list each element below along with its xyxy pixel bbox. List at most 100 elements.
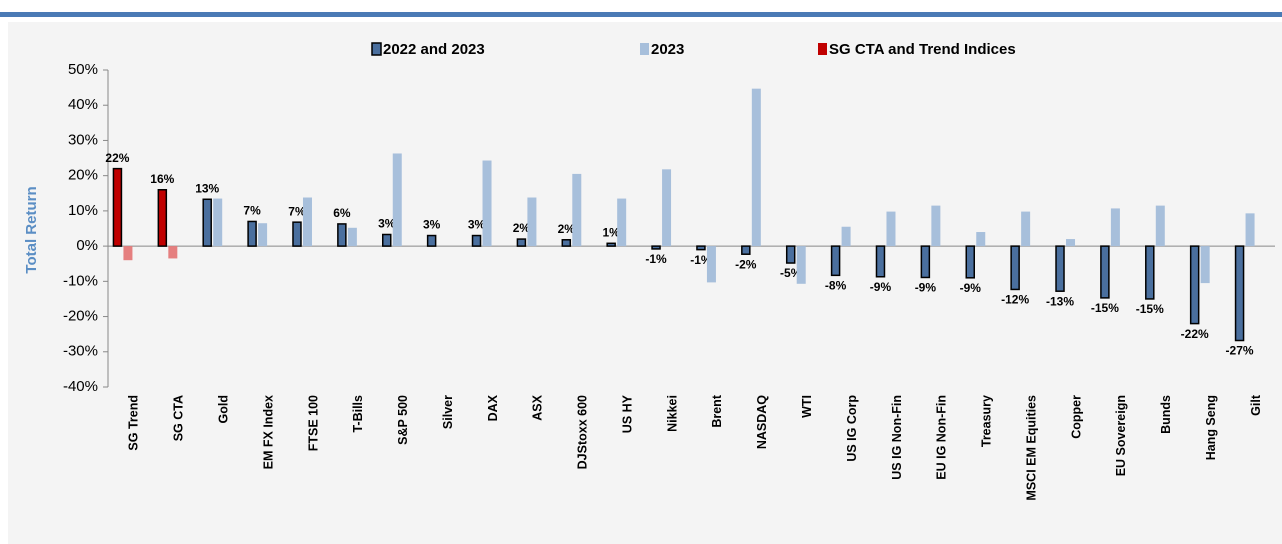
x-tick-label: SG CTA [172, 395, 186, 441]
data-label: 16% [150, 172, 174, 186]
bar [202, 198, 212, 247]
bar [1200, 246, 1210, 284]
bar [168, 246, 178, 259]
bar [1110, 208, 1120, 247]
bar [751, 88, 761, 247]
data-label: -9% [915, 281, 937, 295]
data-label: 3% [423, 218, 441, 232]
bar [426, 234, 437, 247]
y-tick-label: 20% [68, 167, 98, 184]
bar [112, 167, 123, 247]
panel [8, 22, 1282, 544]
legend-label: 2022 and 2023 [383, 41, 485, 58]
legend-swatch [640, 43, 649, 55]
bar [123, 246, 133, 261]
data-label: -8% [825, 279, 847, 293]
top-band [0, 12, 1282, 17]
data-label: -27% [1226, 344, 1254, 358]
data-label: -12% [1001, 293, 1029, 307]
x-tick-label: SG Trend [127, 395, 141, 451]
bar [606, 242, 616, 247]
data-label: 22% [105, 151, 129, 165]
legend-swatch [818, 43, 827, 55]
y-tick-label: 0% [76, 237, 98, 254]
x-tick-label: DJStoxx 600 [576, 395, 590, 469]
y-tick-label: -10% [63, 272, 98, 289]
bar [976, 232, 986, 247]
legend-label: 2023 [651, 41, 684, 58]
x-tick-label: WTI [800, 395, 814, 418]
bar [347, 227, 357, 247]
x-tick-label: NASDAQ [755, 395, 769, 449]
bar [213, 198, 223, 247]
data-label: -1% [690, 253, 712, 267]
bar [931, 205, 941, 247]
x-tick-label: Treasury [980, 395, 994, 447]
bar [337, 223, 347, 247]
bar [875, 245, 886, 278]
data-label: -5% [780, 266, 802, 280]
x-tick-label: ASX [531, 394, 545, 420]
bar [527, 197, 537, 247]
x-tick-label: Silver [441, 395, 455, 429]
bar [1100, 245, 1110, 299]
data-label: 1% [603, 225, 621, 239]
bar [1155, 205, 1165, 247]
x-tick-label: Brent [710, 394, 724, 427]
bar [1021, 211, 1031, 247]
bar [741, 245, 751, 255]
bar [1066, 239, 1076, 247]
data-label: 6% [333, 206, 351, 220]
y-tick-label: 10% [68, 202, 98, 219]
bar [482, 160, 492, 247]
bar [382, 233, 392, 247]
x-tick-label: US IG Corp [845, 395, 859, 462]
x-tick-label: Nikkei [665, 395, 679, 432]
bar [572, 173, 582, 247]
bar [696, 245, 706, 251]
data-label: -15% [1091, 301, 1119, 315]
bar [796, 246, 806, 284]
bar [965, 245, 975, 279]
y-tick-label: 30% [68, 131, 98, 148]
y-tick-label: -40% [63, 378, 98, 395]
data-label: -9% [870, 280, 892, 294]
bar [662, 169, 672, 247]
bar [247, 220, 257, 247]
data-label: 2% [513, 221, 531, 235]
data-label: -22% [1181, 327, 1209, 341]
x-tick-label: US IG Non-Fin [890, 395, 904, 480]
x-tick-label: Bunds [1159, 395, 1173, 434]
bar [1055, 245, 1065, 292]
y-tick-label: 40% [68, 96, 98, 113]
x-tick-label: T-Bills [351, 395, 365, 433]
bar [1234, 245, 1245, 342]
x-tick-label: FTSE 100 [306, 395, 320, 451]
bar [651, 245, 661, 250]
bar [785, 245, 796, 264]
bar [886, 211, 896, 247]
bar [471, 234, 482, 247]
x-tick-label: US HY [620, 394, 634, 433]
x-tick-label: S&P 500 [396, 395, 410, 445]
x-tick-label: EU IG Non-Fin [935, 395, 949, 480]
bar [920, 245, 931, 279]
data-label: 3% [378, 217, 396, 231]
data-label: 3% [468, 218, 486, 232]
y-tick-label: 50% [68, 61, 98, 78]
legend-label: SG CTA and Trend Indices [829, 41, 1016, 58]
x-tick-label: EM FX Index [261, 395, 275, 469]
x-tick-label: EU Sovereign [1114, 395, 1128, 476]
bar [1245, 213, 1255, 247]
y-tick-label: -30% [63, 343, 98, 360]
bar [258, 223, 268, 247]
bar [841, 226, 851, 247]
bar [706, 246, 716, 283]
x-tick-label: DAX [486, 394, 500, 421]
bar [292, 221, 302, 247]
bar [561, 239, 572, 247]
bar [830, 245, 841, 277]
x-tick-label: Copper [1069, 395, 1083, 439]
bar [1010, 245, 1020, 291]
